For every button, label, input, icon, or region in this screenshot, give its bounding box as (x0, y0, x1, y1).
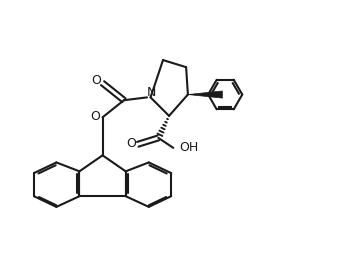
Text: OH: OH (179, 141, 199, 154)
Text: O: O (91, 110, 100, 123)
Text: O: O (92, 74, 101, 87)
Polygon shape (188, 91, 222, 98)
Text: N: N (146, 86, 156, 99)
Text: O: O (126, 137, 136, 150)
